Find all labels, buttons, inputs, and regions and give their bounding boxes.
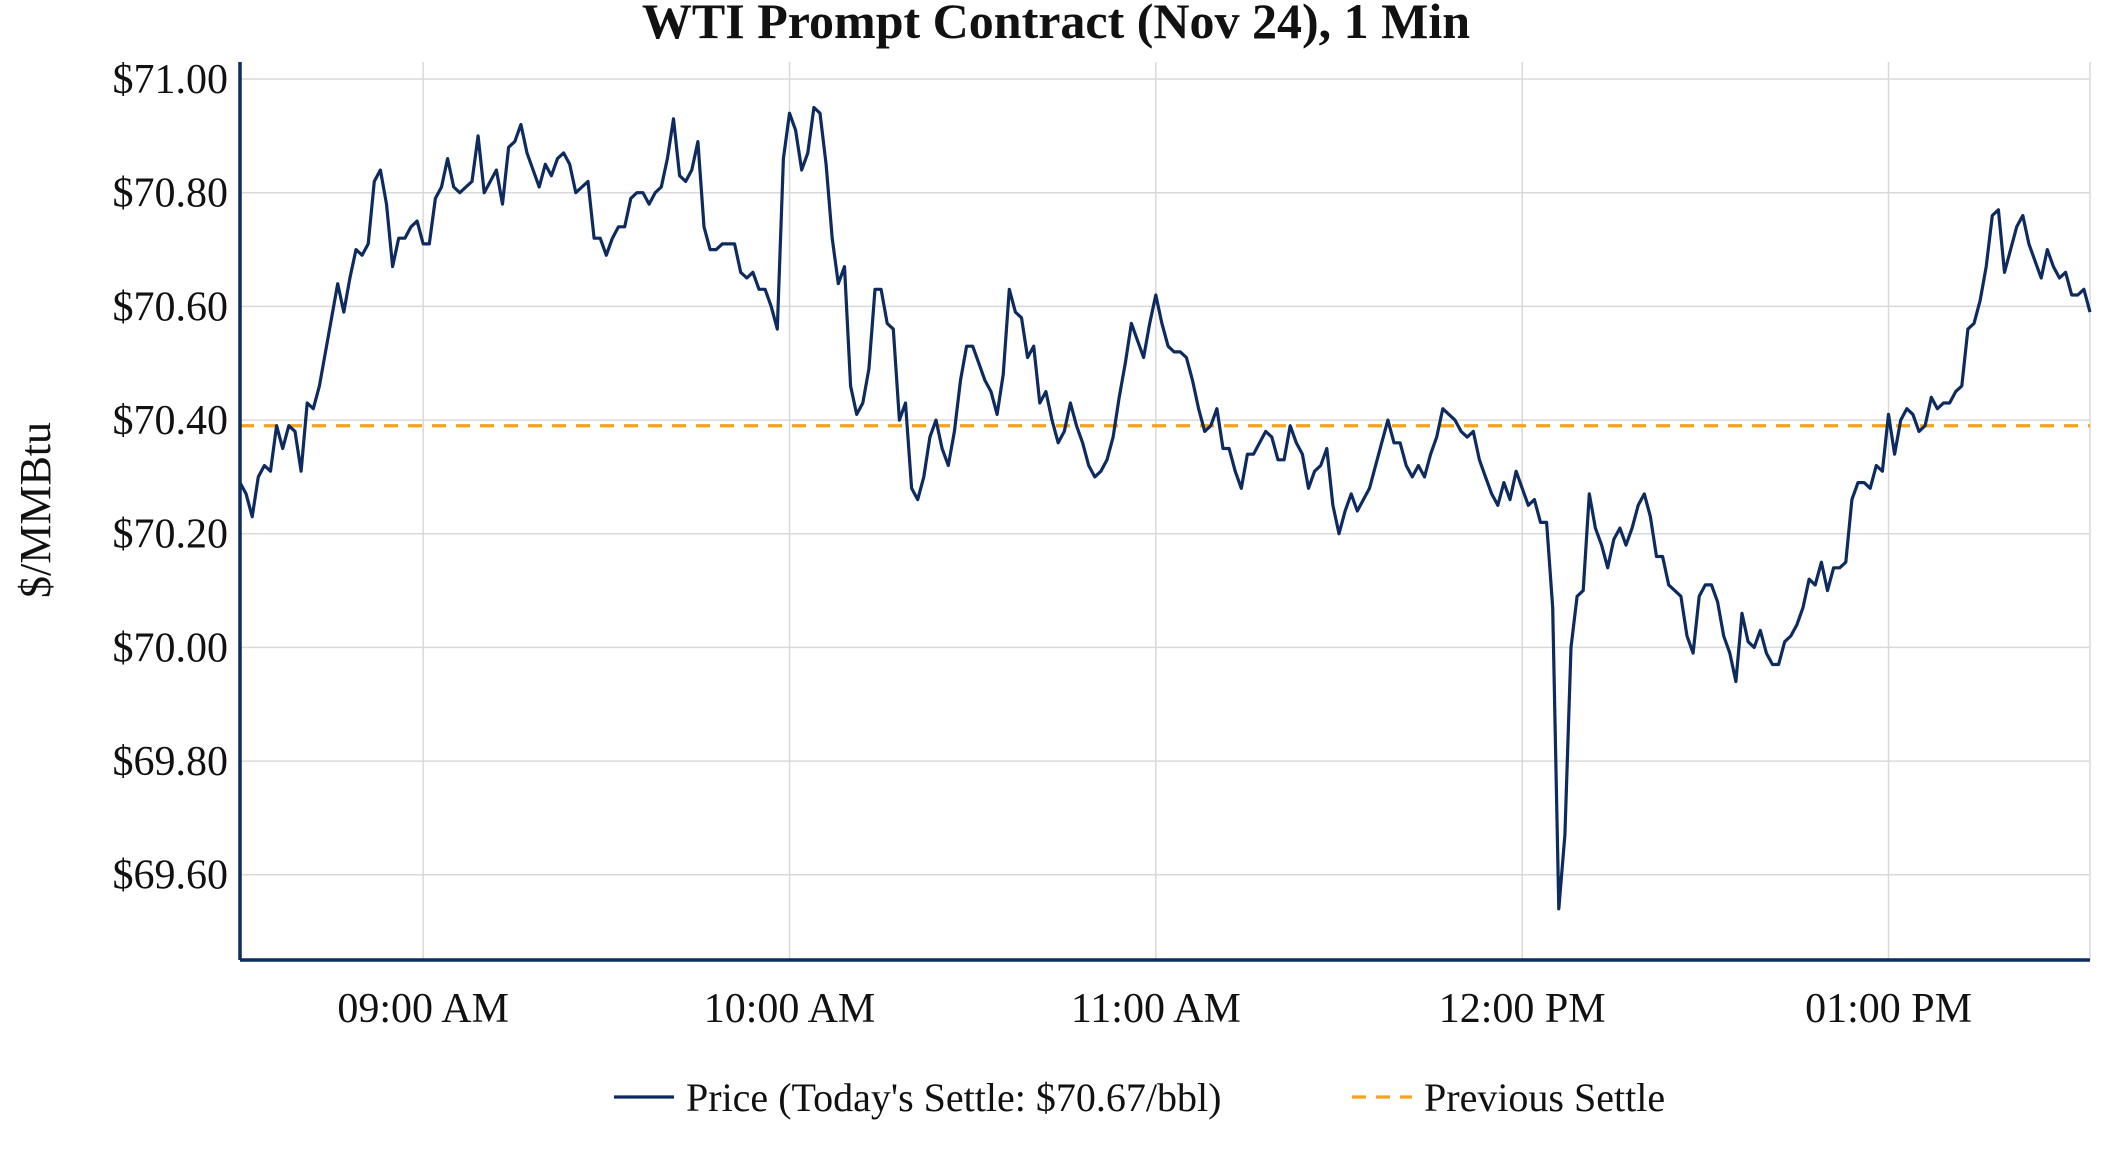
x-tick-label: 10:00 AM <box>704 986 876 1032</box>
y-tick-labels: $69.60 $69.80 $70.00 $70.20 $70.40 $70.60 $70.… <box>113 57 229 899</box>
x-tick-label: 01:00 PM <box>1805 986 1972 1032</box>
price-line <box>238 105 2092 911</box>
y-tick-label: $70.20 <box>113 512 229 558</box>
x-tick-label: 11:00 AM <box>1071 986 1241 1032</box>
x-tick-labels: 09:00 AM 10:00 AM 11:00 AM 12:00 PM 01:00 PM <box>337 986 1972 1032</box>
y-axis-label: $/MMBtu <box>11 422 60 598</box>
axes <box>238 62 2090 962</box>
y-tick-label: $71.00 <box>113 57 229 103</box>
legend-price-label: Price (Today's Settle: $70.67/bbl) <box>686 1075 1221 1120</box>
price-series-layer <box>238 105 2092 911</box>
y-tick-label: $70.00 <box>113 625 229 671</box>
y-tick-label: $70.60 <box>113 284 229 330</box>
y-tick-label: $70.40 <box>113 398 229 444</box>
x-tick-label: 12:00 PM <box>1439 986 1606 1032</box>
legend-previous-settle-label: Previous Settle <box>1424 1075 1665 1120</box>
y-tick-label: $69.60 <box>113 853 229 899</box>
x-tick-label: 09:00 AM <box>337 986 509 1032</box>
y-tick-label: $70.80 <box>113 171 229 217</box>
chart-title: WTI Prompt Contract (Nov 24), 1 Min <box>642 0 1470 49</box>
grid <box>240 62 2091 960</box>
y-tick-label: $69.80 <box>113 739 229 785</box>
legend: Price (Today's Settle: $70.67/bbl) Previ… <box>614 1075 1665 1120</box>
